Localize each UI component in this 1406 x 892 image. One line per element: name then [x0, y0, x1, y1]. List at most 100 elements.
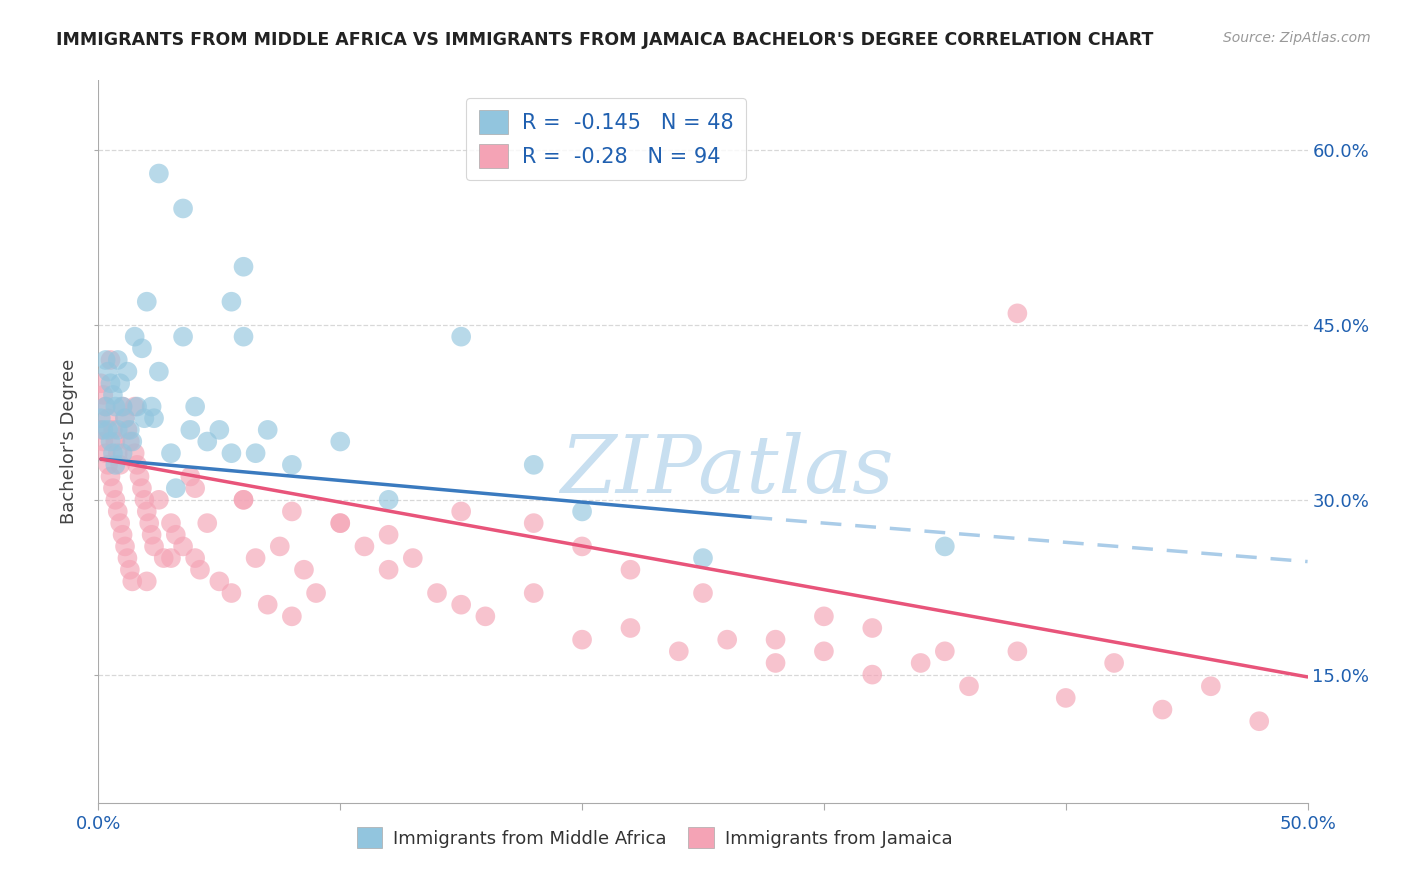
Point [523, 458, 546, 472]
Text: Source: ZipAtlas.com: Source: ZipAtlas.com [1223, 31, 1371, 45]
Point [118, 423, 141, 437]
Point [135, 294, 157, 309]
Point [101, 446, 124, 460]
Point [292, 563, 315, 577]
Point [128, 469, 150, 483]
Point [188, 563, 211, 577]
Point [107, 423, 129, 437]
Point [101, 481, 124, 495]
Point [121, 574, 143, 589]
Point [619, 563, 641, 577]
Point [256, 423, 278, 437]
Point [195, 516, 218, 530]
Point [90, 411, 112, 425]
Point [329, 516, 352, 530]
Point [208, 423, 231, 437]
Point [107, 353, 129, 368]
Point [91, 388, 114, 402]
Point [179, 423, 201, 437]
Point [121, 434, 143, 449]
Point [450, 504, 472, 518]
Point [131, 481, 153, 495]
Point [124, 329, 146, 343]
Point [1249, 714, 1271, 729]
Point [232, 260, 254, 274]
Point [134, 411, 156, 425]
Point [329, 434, 352, 449]
Point [141, 528, 163, 542]
Point [97, 458, 120, 472]
Point [377, 528, 399, 542]
Point [184, 400, 207, 414]
Point [1102, 656, 1125, 670]
Point [107, 504, 129, 518]
Point [813, 644, 835, 658]
Point [127, 400, 149, 414]
Point [160, 551, 183, 566]
Point [143, 411, 166, 425]
Point [97, 365, 120, 379]
Point [97, 411, 120, 425]
Point [221, 446, 243, 460]
Text: IMMIGRANTS FROM MIDDLE AFRICA VS IMMIGRANTS FROM JAMAICA BACHELOR'S DEGREE CORRE: IMMIGRANTS FROM MIDDLE AFRICA VS IMMIGRA… [56, 31, 1153, 49]
Point [111, 400, 134, 414]
Point [108, 516, 131, 530]
Point [957, 679, 980, 693]
Point [152, 551, 174, 566]
Point [195, 434, 218, 449]
Point [160, 516, 183, 530]
Point [108, 376, 131, 391]
Point [104, 492, 127, 507]
Point [184, 551, 207, 566]
Point [523, 516, 546, 530]
Point [281, 504, 304, 518]
Point [138, 516, 160, 530]
Point [221, 294, 243, 309]
Y-axis label: Bachelor's Degree: Bachelor's Degree [60, 359, 79, 524]
Point [571, 504, 593, 518]
Point [104, 400, 127, 414]
Point [910, 656, 932, 670]
Point [135, 504, 157, 518]
Point [117, 365, 139, 379]
Text: ZIPatlas: ZIPatlas [561, 432, 894, 509]
Point [118, 434, 141, 449]
Point [474, 609, 496, 624]
Point [165, 481, 187, 495]
Point [377, 563, 399, 577]
Point [131, 341, 153, 355]
Point [111, 400, 134, 414]
Point [117, 551, 139, 566]
Point [692, 586, 714, 600]
Point [117, 423, 139, 437]
Point [934, 644, 956, 658]
Point [353, 540, 375, 554]
Point [165, 528, 187, 542]
Point [571, 540, 593, 554]
Point [90, 423, 112, 437]
Point [172, 329, 194, 343]
Point [329, 516, 352, 530]
Point [450, 598, 472, 612]
Point [232, 492, 254, 507]
Point [91, 434, 114, 449]
Point [101, 388, 124, 402]
Point [94, 400, 117, 414]
Point [90, 376, 112, 391]
Point [118, 563, 141, 577]
Point [256, 598, 278, 612]
Point [148, 365, 170, 379]
Point [172, 540, 194, 554]
Point [141, 400, 163, 414]
Point [1007, 306, 1029, 320]
Point [716, 632, 738, 647]
Point [1199, 679, 1222, 693]
Point [934, 540, 956, 554]
Point [100, 469, 122, 483]
Point [619, 621, 641, 635]
Point [135, 574, 157, 589]
Point [813, 609, 835, 624]
Point [523, 586, 546, 600]
Point [94, 400, 117, 414]
Point [104, 434, 127, 449]
